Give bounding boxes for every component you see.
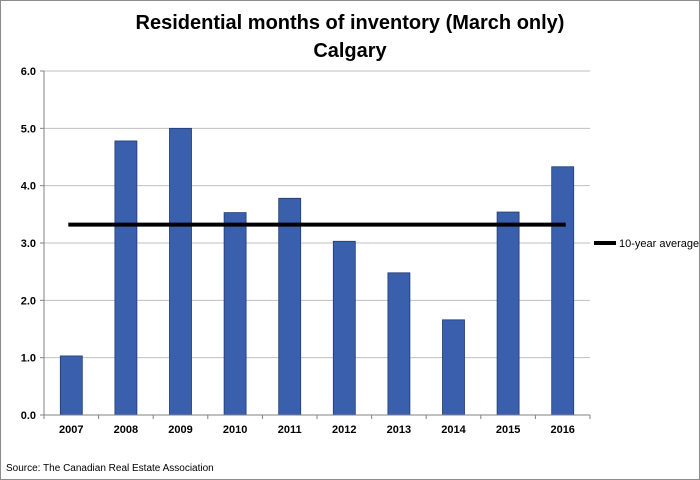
- source-note: Source: The Canadian Real Estate Associa…: [6, 463, 214, 474]
- y-tick-label: 1.0: [21, 353, 36, 365]
- bar-2008: [114, 140, 138, 416]
- bar-2013: [387, 272, 411, 416]
- x-tick-label: 2011: [278, 424, 302, 436]
- y-tick-label: 6.0: [21, 66, 36, 78]
- bar-2016: [551, 166, 575, 416]
- y-tick-label: 5.0: [21, 123, 36, 135]
- x-tick-label: 2009: [168, 424, 192, 436]
- chart-title: Residential months of inventory (March o…: [136, 12, 565, 34]
- chart-subtitle: Calgary: [313, 40, 387, 62]
- y-tick-label: 0.0: [21, 410, 36, 422]
- legend: 10-year average: [594, 238, 699, 250]
- bar-2011: [278, 197, 302, 416]
- y-tick-label: 2.0: [21, 295, 36, 307]
- legend-average-label: 10-year average: [619, 238, 699, 250]
- x-tick-label: 2016: [550, 424, 574, 436]
- axes: [40, 70, 591, 419]
- bar-2015: [496, 211, 520, 416]
- x-tick-label: 2010: [223, 424, 247, 436]
- y-axis-ticks: 0.0 1.0 2.0 3.0 4.0 5.0 6.0: [21, 66, 36, 422]
- bars: [59, 127, 575, 416]
- bar-2014: [442, 319, 465, 416]
- x-tick-label: 2007: [59, 424, 83, 436]
- bar-2010: [223, 212, 247, 416]
- x-tick-label: 2014: [441, 424, 466, 436]
- x-tick-label: 2015: [496, 424, 520, 436]
- x-tick-label: 2008: [114, 424, 138, 436]
- y-tick-label: 4.0: [21, 181, 36, 193]
- bar-2012: [332, 240, 356, 416]
- x-tick-label: 2013: [387, 424, 411, 436]
- bar-2007: [59, 355, 83, 416]
- x-tick-label: 2012: [332, 424, 356, 436]
- x-axis-ticks: 2007 2008 2009 2010 2011 2012 2013 2014 2015 2016: [59, 424, 575, 436]
- y-tick-label: 3.0: [21, 238, 36, 250]
- bar-2009: [169, 127, 192, 416]
